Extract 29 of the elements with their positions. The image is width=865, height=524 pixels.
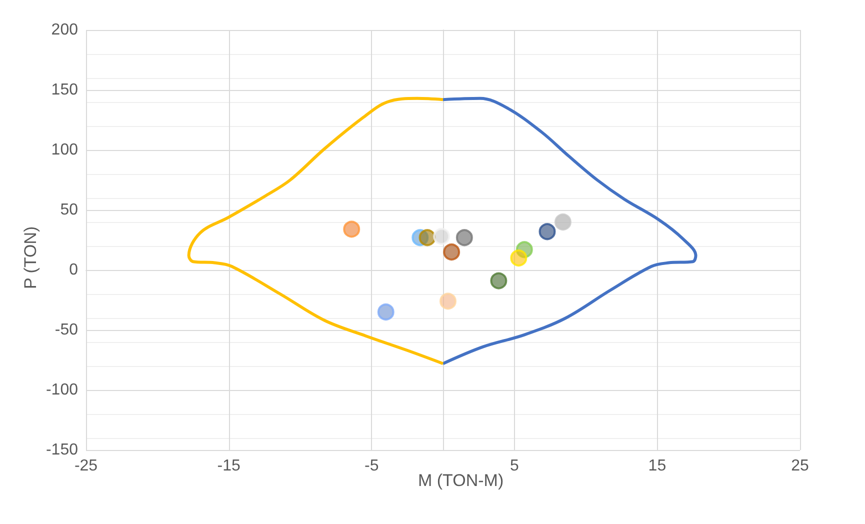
point: [443, 244, 460, 260]
x-tick-label: 25: [791, 458, 809, 474]
point: [490, 272, 508, 290]
point: [440, 292, 456, 310]
line-series: [187, 96, 444, 366]
y-tick-label: -150: [46, 442, 78, 458]
y-axis-title: P (TON): [21, 226, 40, 289]
point: [554, 214, 572, 230]
point: [538, 223, 556, 240]
y-tick-label: -50: [54, 322, 78, 338]
point: [377, 304, 394, 320]
point: [456, 229, 473, 246]
x-tick-label: 15: [648, 458, 666, 474]
y-tick-label: 200: [51, 22, 78, 38]
y-tick-label: 150: [51, 82, 78, 98]
x-tick-label: -5: [364, 458, 379, 474]
y-tick-label: 100: [51, 142, 78, 158]
y-tick-label: -100: [46, 382, 78, 398]
x-tick-label: 5: [510, 458, 519, 474]
point: [433, 228, 450, 245]
point: [418, 229, 436, 246]
point: [343, 220, 360, 238]
y-tick-label: 0: [69, 262, 78, 278]
line-series: [442, 96, 698, 366]
x-axis-title: M (TON-M): [418, 471, 504, 490]
x-tick-label: -15: [217, 458, 240, 474]
point: [510, 250, 528, 266]
x-tick-label: -25: [74, 458, 98, 474]
y-tick-label: 50: [60, 202, 78, 218]
